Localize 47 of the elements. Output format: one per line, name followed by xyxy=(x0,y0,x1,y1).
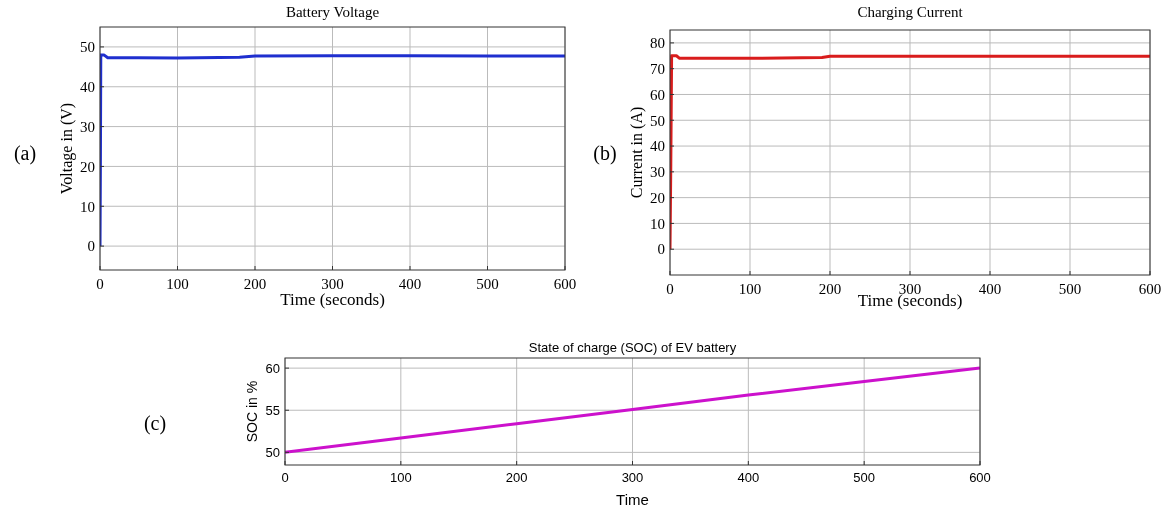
x-tick-label: 300 xyxy=(321,276,344,292)
y-tick-label: 40 xyxy=(80,79,95,95)
x-tick-label: 400 xyxy=(737,470,760,485)
x-tick-label: 500 xyxy=(476,276,499,292)
y-tick-label: 30 xyxy=(650,164,665,181)
y-tick-label: 30 xyxy=(80,118,95,135)
x-tick-label: 600 xyxy=(969,470,991,485)
y-tick-label: 80 xyxy=(650,35,665,52)
text: (a) xyxy=(13,142,37,165)
x-tick-label: 500 xyxy=(1058,281,1082,297)
y-tick-label: 20 xyxy=(80,158,95,175)
x-axis-title: Time xyxy=(616,491,649,508)
y-tick-label: 55 xyxy=(265,402,280,418)
y-tick-label: 60 xyxy=(265,360,280,376)
y-axis-title: SOC in % xyxy=(244,380,260,443)
x-tick-label: 400 xyxy=(398,276,422,292)
x-tick-label: 600 xyxy=(553,276,577,292)
chart-title: Charging Current xyxy=(857,4,964,20)
y-axis-title: Voltage in (V) xyxy=(58,102,76,195)
x-tick-label: 100 xyxy=(166,276,189,292)
y-tick-label: 0 xyxy=(657,241,665,258)
chart-title: State of charge (SOC) of EV battery xyxy=(528,340,737,355)
x-tick-label: 200 xyxy=(505,470,528,485)
y-tick-label: 10 xyxy=(80,198,95,215)
chart-title: Battery Voltage xyxy=(285,4,380,20)
x-tick-label: 400 xyxy=(978,281,1002,297)
x-tick-label: 200 xyxy=(243,276,267,292)
y-tick-label: 50 xyxy=(265,444,280,460)
y-tick-label: 20 xyxy=(650,189,665,206)
y-tick-label: 70 xyxy=(650,60,665,77)
y-tick-label: 0 xyxy=(87,238,95,255)
y-tick-label: 50 xyxy=(80,39,95,56)
x-tick-label: 300 xyxy=(621,470,644,485)
y-tick-label: 60 xyxy=(650,86,665,103)
y-tick-label: 10 xyxy=(650,215,665,232)
text: (b) xyxy=(593,142,617,165)
text: (c) xyxy=(143,412,167,435)
y-axis-title: Current in (A) xyxy=(628,106,646,199)
line-series xyxy=(285,366,980,454)
x-tick-label: 100 xyxy=(389,470,412,485)
y-tick-label: 40 xyxy=(650,138,665,155)
y-tick-label: 50 xyxy=(650,112,665,129)
x-axis-title: Time (seconds) xyxy=(280,290,385,309)
x-tick-label: 500 xyxy=(853,470,876,485)
x-tick-label: 100 xyxy=(738,281,762,297)
x-tick-label: 600 xyxy=(1138,281,1162,297)
x-tick-label: 200 xyxy=(818,281,842,297)
